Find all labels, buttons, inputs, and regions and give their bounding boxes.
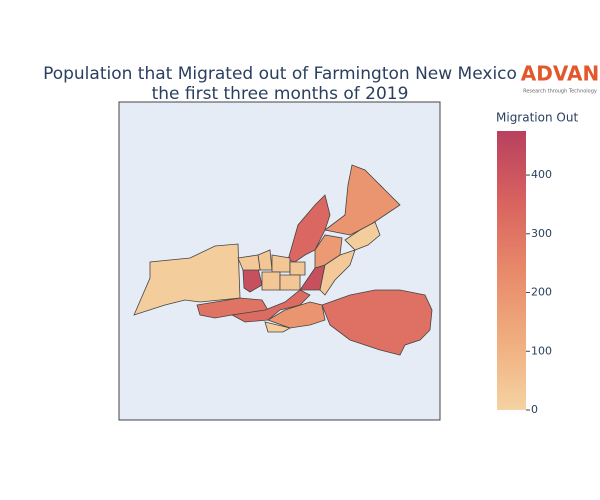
logo-tagline: Research through Technology <box>523 89 597 95</box>
region <box>279 274 301 291</box>
region <box>321 289 433 356</box>
colorbar-tick-label: 200 <box>531 286 552 299</box>
region <box>261 271 281 291</box>
region <box>289 261 306 276</box>
chart-subtitle: the first three months of 2019 <box>152 84 409 104</box>
colorbar-tick-label: 0 <box>531 403 538 416</box>
colorbar-tick-label: 400 <box>531 168 552 181</box>
colorbar-title: Migration Out <box>496 111 578 125</box>
region <box>230 289 311 323</box>
region <box>287 194 331 263</box>
region <box>271 254 291 273</box>
region <box>133 243 241 316</box>
region <box>237 254 261 271</box>
region <box>264 321 292 333</box>
region <box>267 301 326 329</box>
colorbar-tick-label: 100 <box>531 344 552 357</box>
logo: ADVAN <box>521 62 599 86</box>
region <box>319 249 356 296</box>
chart-title: Population that Migrated out of Farmingt… <box>43 64 517 84</box>
regions <box>133 164 433 356</box>
colorbar-tick-label: 300 <box>531 227 552 240</box>
colorbar <box>497 131 526 410</box>
